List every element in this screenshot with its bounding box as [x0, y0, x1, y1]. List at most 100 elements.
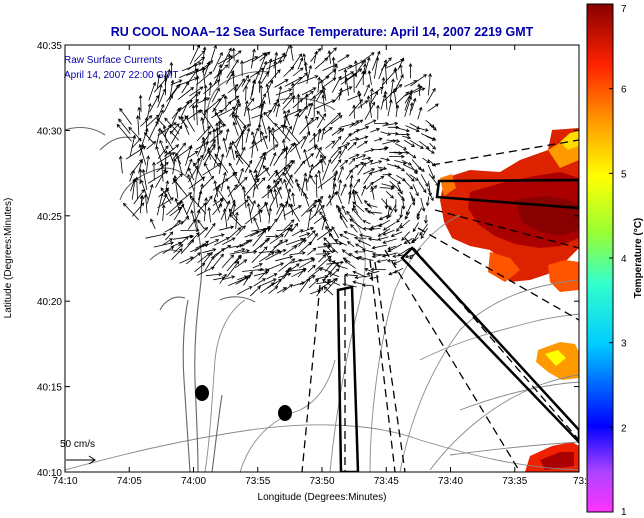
- current-vector: [323, 126, 333, 135]
- current-vector: [173, 243, 184, 254]
- current-vector: [404, 211, 411, 220]
- current-vector: [267, 125, 271, 142]
- current-vector: [194, 240, 210, 252]
- current-vector: [149, 94, 159, 113]
- current-vector: [326, 260, 345, 265]
- current-vector: [204, 60, 211, 76]
- current-vector: [259, 84, 264, 103]
- current-vector: [308, 267, 323, 279]
- current-vector: [253, 237, 271, 253]
- current-vector: [169, 61, 174, 76]
- current-vector: [418, 127, 429, 132]
- current-vector: [187, 56, 206, 71]
- current-vector: [171, 123, 180, 132]
- current-vector: [301, 199, 318, 217]
- current-vector: [235, 124, 247, 148]
- current-vector: [363, 148, 375, 153]
- current-vector: [355, 154, 367, 160]
- current-vector: [341, 249, 351, 257]
- current-vector: [341, 205, 347, 216]
- current-vector: [289, 251, 306, 256]
- current-vector: [349, 174, 354, 188]
- current-vector: [362, 220, 371, 225]
- current-vector: [164, 149, 168, 173]
- current-vector: [291, 82, 295, 103]
- current-vector: [214, 112, 227, 127]
- current-vector: [416, 207, 423, 218]
- current-vector: [312, 132, 317, 151]
- current-vector: [353, 204, 359, 214]
- current-vector: [303, 61, 309, 80]
- current-vector: [235, 154, 244, 164]
- current-vector: [285, 188, 292, 208]
- current-vector: [180, 228, 200, 233]
- current-vector: [399, 205, 404, 219]
- current-vector: [240, 130, 245, 151]
- current-vector: [405, 172, 415, 182]
- current-vector: [342, 282, 357, 288]
- current-vector: [157, 197, 174, 209]
- current-vector: [292, 281, 306, 287]
- current-vector: [170, 125, 183, 144]
- current-vector: [379, 146, 389, 151]
- current-vector: [377, 166, 388, 171]
- current-vector: [380, 131, 392, 136]
- current-vector: [268, 184, 275, 201]
- current-vector: [189, 195, 207, 215]
- current-vector: [298, 258, 316, 269]
- current-vector: [177, 192, 193, 205]
- current-vector: [227, 199, 236, 221]
- current-vector: [347, 141, 357, 151]
- current-vector: [337, 165, 344, 181]
- current-vector: [409, 139, 424, 149]
- current-vector: [179, 256, 194, 264]
- current-vector: [382, 172, 393, 177]
- current-vector: [226, 260, 240, 277]
- current-vector: [282, 114, 287, 134]
- current-vector: [249, 285, 261, 297]
- current-vector: [202, 248, 217, 254]
- current-vector: [298, 232, 311, 238]
- current-vector: [306, 116, 320, 127]
- colorbar-tick-label: 4: [621, 254, 627, 265]
- current-vector: [257, 123, 262, 143]
- current-vector: [327, 50, 332, 64]
- current-vector: [244, 230, 260, 238]
- current-vector: [146, 140, 157, 150]
- current-vector: [207, 206, 212, 223]
- current-vector: [227, 183, 238, 198]
- current-vector: [309, 174, 316, 185]
- current-vector: [188, 91, 201, 102]
- current-vector: [259, 51, 271, 62]
- current-vector: [322, 249, 332, 262]
- x-tick-label: 73:55: [245, 476, 270, 487]
- current-vector: [323, 286, 334, 296]
- current-vector: [291, 113, 300, 135]
- current-vector: [382, 222, 396, 231]
- current-vector: [340, 183, 347, 196]
- current-vector: [315, 275, 329, 280]
- current-vector: [241, 239, 253, 247]
- current-vector: [372, 175, 385, 184]
- current-vector: [168, 150, 175, 166]
- current-vector: [203, 130, 212, 143]
- current-vector: [249, 199, 256, 216]
- y-tick-label: 40:25: [37, 212, 62, 223]
- current-vector: [172, 178, 188, 197]
- current-vector: [237, 167, 244, 184]
- current-vector: [165, 231, 174, 241]
- current-vector: [229, 141, 235, 161]
- y-axis: 40:35 40:30 40:25 40:20 40:15 40:10: [37, 41, 579, 479]
- current-vector: [413, 232, 419, 243]
- current-vector: [401, 231, 410, 241]
- current-vector: [315, 146, 322, 159]
- current-vector: [199, 109, 214, 129]
- current-vector: [202, 46, 207, 65]
- coastline: [65, 71, 336, 472]
- current-vector: [155, 109, 164, 127]
- colorbar-tick-label: 7: [621, 4, 627, 15]
- current-vector: [337, 128, 345, 135]
- current-vector: [315, 89, 324, 102]
- current-vector: [277, 52, 286, 64]
- current-vector: [274, 79, 289, 88]
